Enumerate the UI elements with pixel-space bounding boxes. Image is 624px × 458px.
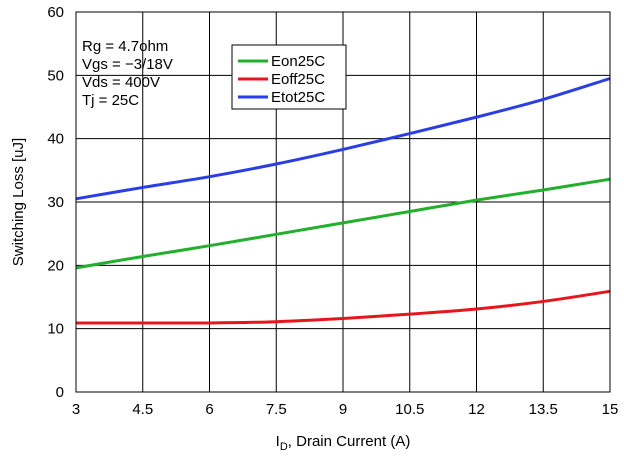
x-axis-label-subscript: D (280, 441, 288, 453)
x-tick-label: 9 (339, 401, 347, 418)
y-tick-label: 20 (47, 257, 64, 274)
y-tick-label: 50 (47, 67, 64, 84)
legend-label-etot: Etot25C (271, 89, 325, 106)
legend: Eon25C Eoff25C Etot25C (231, 44, 347, 110)
y-tick-label: 10 (47, 321, 64, 338)
x-axis-label-rest: , Drain Current (A) (288, 433, 411, 450)
condition-annotations: Rg = 4.7ohm Vgs = −3/18V Vds = 400V Tj =… (82, 38, 173, 109)
annotation-tj: Tj = 25C (82, 92, 139, 109)
series-line-eon25c (75, 177, 611, 270)
legend-label-eoff: Eoff25C (271, 71, 325, 88)
x-tick-label: 13.5 (529, 401, 558, 418)
legend-label-eon: Eon25C (271, 53, 325, 70)
annotation-rg: Rg = 4.7ohm (82, 38, 168, 55)
annotation-vgs: Vgs = −3/18V (82, 56, 173, 73)
y-axis-label: Switching Loss [uJ] (10, 138, 27, 266)
x-tick-label: 15 (602, 401, 619, 418)
annotation-vds: Vds = 400V (82, 74, 160, 91)
y-tick-label: 40 (47, 131, 64, 148)
x-tick-label: 6 (205, 401, 213, 418)
y-tick-label: 0 (56, 384, 64, 401)
legend-box (231, 44, 347, 110)
x-tick-label: 12 (468, 401, 485, 418)
x-tick-label: 3 (72, 401, 80, 418)
series-line-etot25c (75, 77, 611, 201)
y-tick-label: 30 (47, 194, 64, 211)
x-tick-label: 10.5 (395, 401, 424, 418)
plot-area-frame (75, 11, 611, 393)
grid-lines (75, 11, 611, 393)
x-axis-label-main: I (276, 433, 280, 450)
tick-labels: 3 4.5 6 7.5 9 10.5 12 13.5 15 0 10 20 30 40 50 60 (47, 4, 618, 418)
series-lines (75, 77, 611, 325)
x-tick-label: 4.5 (132, 401, 153, 418)
x-tick-label: 7.5 (266, 401, 287, 418)
y-tick-label: 60 (47, 4, 64, 21)
x-axis-label: ID, Drain Current (A) (276, 433, 411, 453)
series-line-eoff25c (76, 289, 611, 325)
